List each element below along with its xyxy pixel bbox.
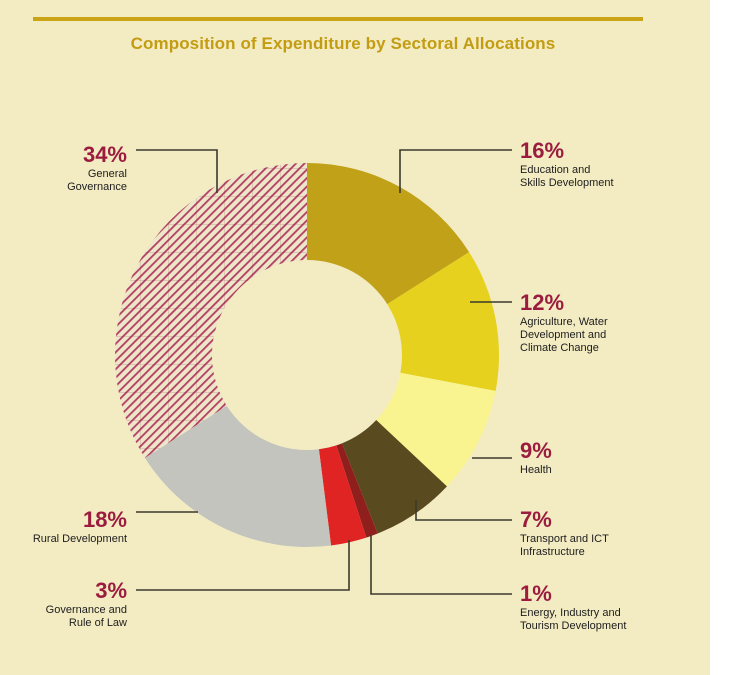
value-label-health: 9% bbox=[520, 438, 552, 463]
category-label-general-governance: Governance bbox=[67, 181, 127, 193]
value-label-governance-and-rule-of-law: 3% bbox=[95, 578, 127, 603]
leader-lines bbox=[136, 149, 512, 595]
slice-rural-development bbox=[144, 405, 332, 548]
value-label-energy-industry-and-tourism-development: 1% bbox=[520, 581, 552, 606]
slice-transport-and-ict-infrastructure bbox=[341, 420, 447, 534]
leader-line-education-and-skills-development bbox=[399, 149, 512, 193]
leader-line-energy-industry-and-tourism-development bbox=[370, 535, 512, 595]
category-label-rural-development: Rural Development bbox=[33, 533, 127, 545]
leader-line-general-governance bbox=[136, 149, 218, 193]
value-label-agriculture-water-development-and-climate-change: 12% bbox=[520, 290, 564, 315]
title-rule bbox=[33, 17, 643, 21]
value-label-rural-development: 18% bbox=[83, 507, 127, 532]
donut-slices bbox=[115, 163, 500, 548]
slice-education-and-skills-development bbox=[307, 163, 470, 305]
category-label-energy-industry-and-tourism-development: Energy, Industry and bbox=[520, 607, 621, 619]
category-label-health: Health bbox=[520, 464, 552, 476]
category-label-education-and-skills-development: Education and bbox=[520, 164, 590, 176]
category-label-governance-and-rule-of-law: Rule of Law bbox=[69, 617, 127, 629]
value-label-general-governance: 34% bbox=[83, 142, 127, 167]
category-label-energy-industry-and-tourism-development: Tourism Development bbox=[520, 620, 626, 632]
slice-governance-and-rule-of-law bbox=[318, 445, 367, 546]
category-label-general-governance: General bbox=[88, 168, 127, 180]
category-label-agriculture-water-development-and-climate-change: Climate Change bbox=[520, 342, 599, 354]
value-label-education-and-skills-development: 16% bbox=[520, 138, 564, 163]
category-label-transport-and-ict-infrastructure: Transport and ICT bbox=[520, 533, 609, 545]
slice-agriculture-water-development-and-climate-change bbox=[387, 252, 500, 391]
category-label-transport-and-ict-infrastructure: Infrastructure bbox=[520, 546, 585, 558]
chart-title: Composition of Expenditure by Sectoral A… bbox=[130, 34, 556, 53]
category-label-agriculture-water-development-and-climate-change: Agriculture, Water bbox=[520, 316, 608, 328]
slice-energy-industry-and-tourism-development bbox=[336, 443, 378, 538]
category-label-governance-and-rule-of-law: Governance and bbox=[46, 604, 127, 616]
leader-line-transport-and-ict-infrastructure bbox=[415, 500, 512, 521]
slice-health bbox=[376, 372, 496, 487]
value-label-transport-and-ict-infrastructure: 7% bbox=[520, 507, 552, 532]
category-label-education-and-skills-development: Skills Development bbox=[520, 177, 614, 189]
slice-general-governance-grid bbox=[115, 163, 308, 458]
category-label-agriculture-water-development-and-climate-change: Development and bbox=[520, 329, 606, 341]
leader-line-governance-and-rule-of-law bbox=[136, 540, 350, 591]
